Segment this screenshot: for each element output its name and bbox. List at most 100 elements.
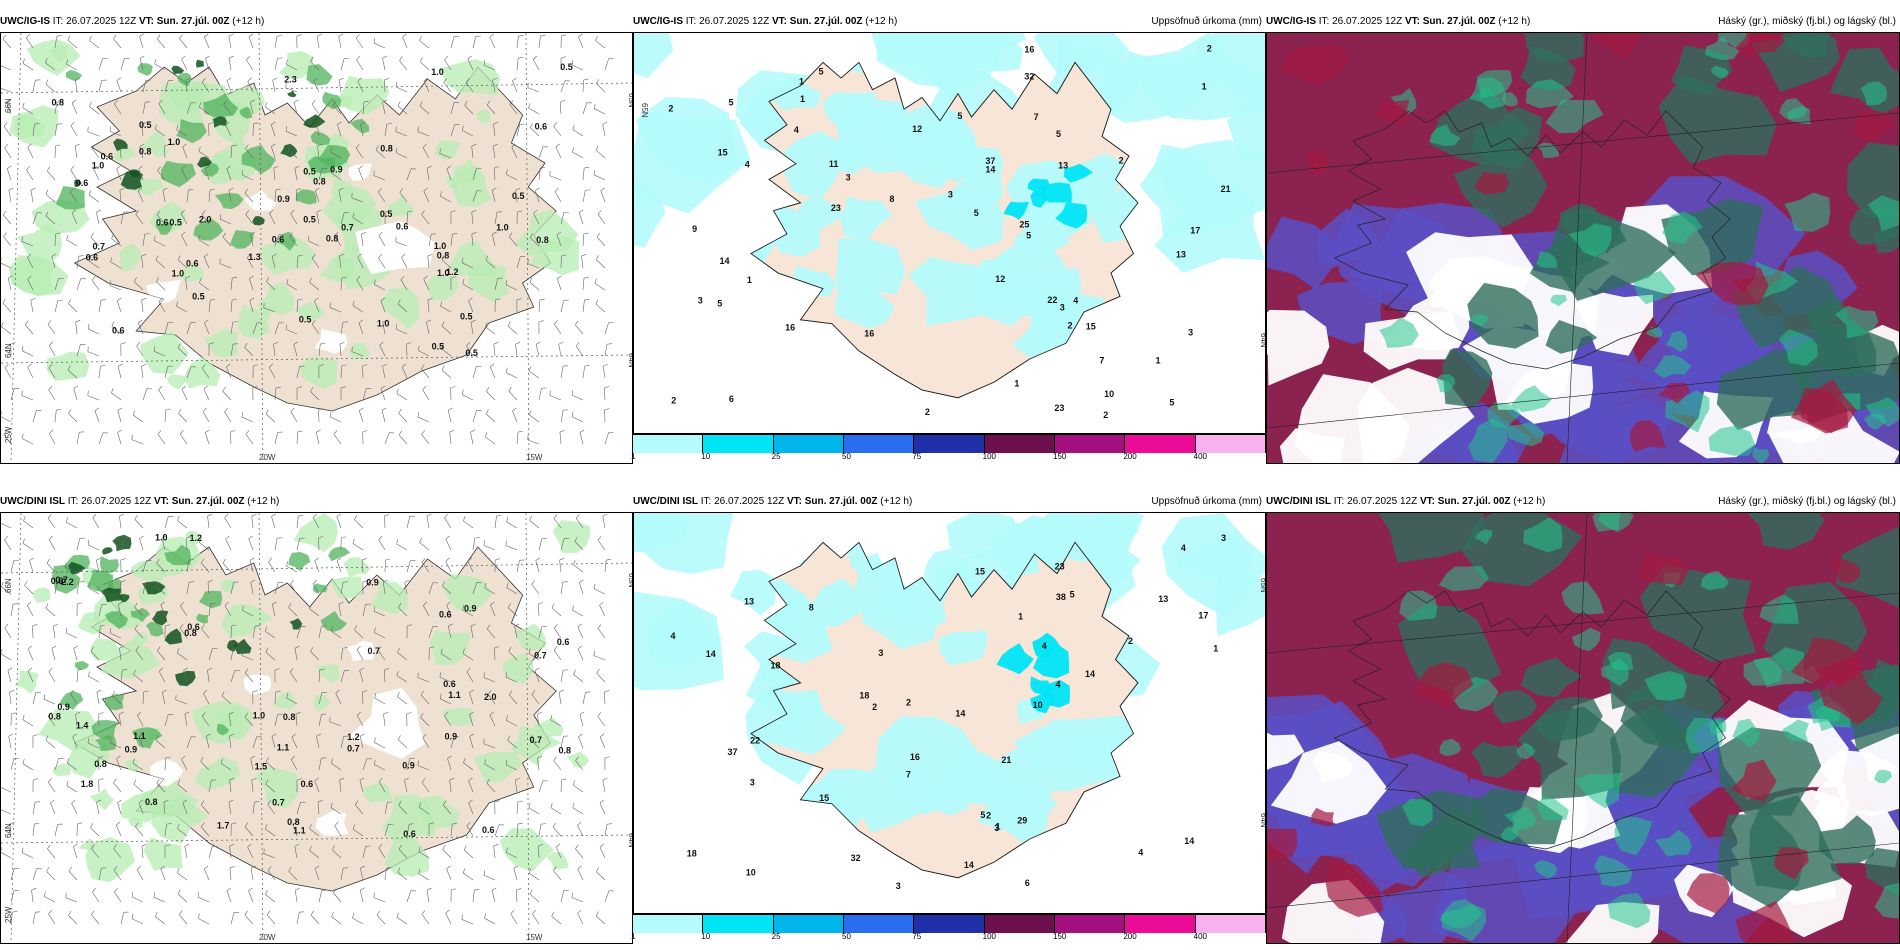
precip-value: 0.6 [112,325,125,335]
precip-value: 13 [1058,161,1068,171]
high-cloud-area [1474,172,1510,194]
heavier-precip-area [1055,203,1088,229]
precip-value: 0.6 [86,252,99,262]
init-time: IT: 26.07.2025 12Z [1331,496,1420,507]
low-cloud-edge [1402,799,1433,827]
precip-value: 10 [746,867,756,877]
model-name: UWC/IG-IS [1266,16,1316,27]
precip-value: 0.7 [530,735,543,745]
moderate-precip-area [161,160,196,188]
moderate-precip-area [306,64,333,86]
precip-value: 1.0 [431,67,444,77]
precip-value: 37 [727,747,737,757]
light-precip-area [299,357,338,390]
precip-value: 0.6 [101,151,114,161]
low-cloud-edge [1487,402,1521,428]
light-precip-area [413,795,461,829]
axis-labels: 66N 64N 25W 20W 15W 65N 64N [4,573,632,942]
light-precip-area [293,513,338,553]
precip-value: 2 [668,104,673,114]
moderate-precip-area [310,131,331,146]
model-name: UWC/DINI ISL [0,496,65,507]
precip-map[interactable]: 65N 64N 1 3 2 2 1 5 3 4 5 5 6 2 5 4 7 5 12 9 15 25 21 23 23 22 32 3… [633,32,1266,434]
heavy-precip-area [142,581,166,595]
glacier [355,221,436,274]
low-cloud-edge [1525,79,1574,109]
valid-time: VT: Sun. 27.júl. 00Z [153,496,245,507]
precip-value: 5 [957,111,962,121]
colorbar-tick-label: 400 [1193,452,1208,461]
heavy-precip-area [175,670,196,687]
precip-value: 0.5 [139,120,152,130]
light-precip-area [26,39,81,77]
heavier-precip-area [1040,182,1072,203]
light-precip-area [143,837,183,871]
low-cloud-area [1865,847,1899,896]
light-precip-area [100,639,161,680]
precip-value: 11 [829,159,839,169]
heavy-precip-area [212,116,227,128]
low-cloud-area [1818,815,1876,865]
colorbar-swatch [1054,435,1126,453]
lat-label: 25W [4,426,13,443]
cloud-layers [1267,513,1899,943]
heavy-precip-area [289,618,303,630]
lat-label: 66N [4,98,13,113]
panel-header: UWC/IG-IS IT: 26.07.2025 12Z VT: Sun. 27… [0,12,633,32]
light-precip-area [184,530,200,545]
light-precip-area [514,209,579,256]
moderate-precip-area [91,720,118,741]
precip-value: 12 [995,274,1005,284]
precip-value: 0.7 [534,650,547,660]
light-precip-area [221,604,273,639]
cloud-map-svg [1267,33,1899,463]
wind-map[interactable]: 66N 64N 25W 20W 15W 65N 64N 0.9 0.8 0.9 0.7 0.6 0.8 0… [0,512,633,944]
colorbar-swatches [633,914,1266,933]
low-cloud-edge [1536,142,1560,158]
wind-map[interactable]: 66N 64N 25W 20W 15W 65N 64N 1.3 2.0 0.6 0.8 0.5 1.0 0… [0,32,633,464]
valid-time: VT: Sun. 27.júl. 00Z [138,16,230,27]
cloud-map[interactable] [1266,32,1900,464]
colorbar-swatch [773,915,844,933]
precip-value: 1 [1014,378,1019,388]
precip-value: 1 [747,275,752,285]
precip-value: 7 [1099,355,1104,365]
low-cloud-edge [1504,806,1537,832]
high-cloud-area [1638,550,1689,586]
precip-map[interactable]: 65N 64N 3 2 3 2 4 3 5 4 3 5 6 4 2 4 14 10 13 18 23 32 37 29 22 14… [633,512,1266,914]
init-time: IT: 26.07.2025 12Z [65,496,154,507]
land-precip-area [952,145,1004,183]
light-precip-area [316,664,340,683]
precip-value: 2 [906,698,911,708]
lead-time: (+12 h) [244,496,280,507]
clear-area [1270,741,1388,824]
land-precip-area [975,255,1034,326]
precip-value-labels: 0.90.80.90.70.60.80.60.80.90.81.22.20.90… [48,532,571,838]
precip-value: 1 [1202,81,1207,91]
light-precip-area [552,520,591,554]
light-precip-area [442,574,493,613]
low-cloud-edge [1523,517,1563,553]
heavier-precip-area [1030,676,1051,695]
low-cloud-edge [1867,195,1899,231]
low-cloud-edge [1502,92,1518,107]
glacier [315,809,349,836]
colorbar-swatch [773,435,844,453]
light-precip-area [349,342,371,360]
precip-value: 0.8 [287,817,300,827]
precip-value: 0.6 [76,178,89,188]
light-precip-area [14,670,39,694]
light-precip-area [314,694,331,711]
precip-value: 1 [799,77,804,87]
precip-value: 4 [1073,295,1078,305]
init-time: IT: 26.07.2025 12Z [698,496,787,507]
low-cloud-edge [1646,326,1663,338]
cloud-map[interactable] [1266,512,1900,944]
light-precip-area [261,236,317,276]
precip-value: 15 [975,567,985,577]
low-cloud-area [1520,657,1583,698]
low-cloud-area [1471,741,1523,778]
light-precip-area [140,130,168,158]
clear-area [1279,428,1346,463]
